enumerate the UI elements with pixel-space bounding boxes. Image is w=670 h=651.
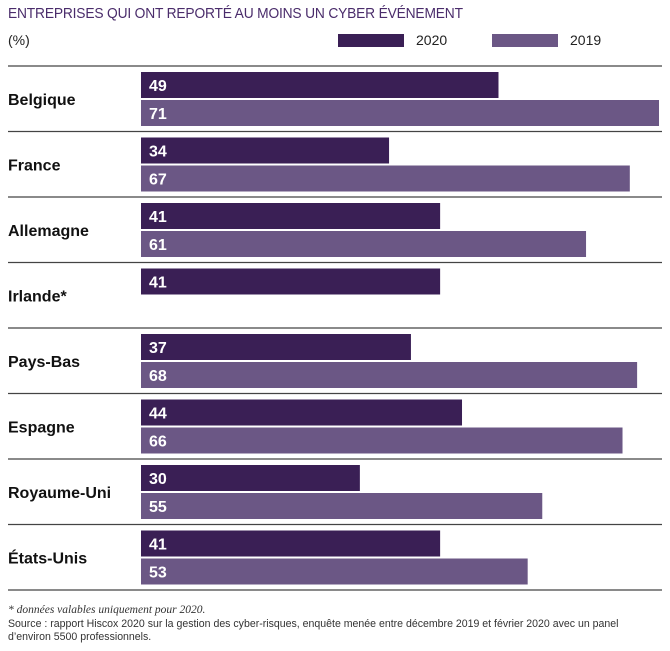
data-label-2020-royaume-uni: 30 bbox=[149, 471, 167, 488]
category-label-espagne: Espagne bbox=[8, 419, 75, 436]
bar-2019-états-unis bbox=[141, 558, 528, 585]
legend-swatch-2020 bbox=[338, 33, 404, 47]
source-note: Source : rapport Hiscox 2020 sur la gest… bbox=[8, 618, 619, 643]
bar-2019-pays-bas bbox=[141, 362, 638, 388]
bar-2020-états-unis bbox=[141, 530, 441, 557]
category-label-allemagne: Allemagne bbox=[8, 223, 89, 240]
bar-2020-royaume-uni bbox=[141, 465, 360, 491]
category-label-irlande: Irlande* bbox=[8, 288, 67, 305]
category-label-france: France bbox=[8, 157, 61, 174]
data-label-2019-france: 67 bbox=[149, 172, 167, 189]
data-label-2019-royaume-uni: 55 bbox=[149, 499, 167, 516]
bar-2019-allemagne bbox=[141, 231, 587, 257]
data-label-2020-allemagne: 41 bbox=[149, 209, 167, 226]
bar-2019-royaume-uni bbox=[141, 493, 543, 519]
legend-label-2020: 2020 bbox=[416, 32, 448, 48]
data-label-2019-états-unis: 53 bbox=[149, 565, 167, 582]
data-label-2019-pays-bas: 68 bbox=[149, 368, 167, 385]
bar-2019-france bbox=[141, 165, 630, 192]
footnote: * données valables uniquement pour 2020. bbox=[8, 604, 206, 616]
bar-2020-belgique bbox=[141, 72, 499, 98]
category-label-royaume-uni: Royaume-Uni bbox=[8, 485, 111, 502]
bar-2019-belgique bbox=[141, 100, 659, 126]
bar-2020-france bbox=[141, 137, 390, 164]
unit-label: (%) bbox=[8, 32, 30, 48]
data-label-2020-espagne: 44 bbox=[149, 406, 167, 423]
legend-item-2020: 2020 bbox=[338, 31, 447, 49]
data-label-2020-belgique: 49 bbox=[149, 78, 167, 95]
data-label-2020-irlande: 41 bbox=[149, 275, 167, 292]
bar-2020-pays-bas bbox=[141, 334, 411, 360]
legend-label-2019: 2019 bbox=[570, 32, 602, 48]
bar-2020-espagne bbox=[141, 399, 463, 426]
data-label-2020-france: 34 bbox=[149, 144, 167, 161]
data-label-2019-allemagne: 61 bbox=[149, 237, 167, 254]
legend-item-2019: 2019 bbox=[492, 31, 601, 49]
category-label-états-unis: États-Unis bbox=[8, 548, 87, 567]
bar-2020-allemagne bbox=[141, 203, 441, 229]
bar-chart: Belgique 49 71 France 34 67 Allemagne 41 61 Irlan… bbox=[8, 65, 662, 591]
data-label-2020-états-unis: 41 bbox=[149, 537, 167, 554]
data-label-2020-pays-bas: 37 bbox=[149, 340, 167, 357]
category-label-belgique: Belgique bbox=[8, 92, 76, 109]
bar-2019-espagne bbox=[141, 427, 623, 454]
bar-2020-irlande bbox=[141, 268, 441, 295]
category-label-pays-bas: Pays-Bas bbox=[8, 354, 80, 371]
data-label-2019-belgique: 71 bbox=[149, 106, 167, 123]
legend-swatch-2019 bbox=[492, 33, 558, 47]
data-label-2019-espagne: 66 bbox=[149, 434, 167, 451]
chart-title: ENTREPRISES QUI ONT REPORTÉ AU MOINS UN … bbox=[8, 5, 463, 22]
